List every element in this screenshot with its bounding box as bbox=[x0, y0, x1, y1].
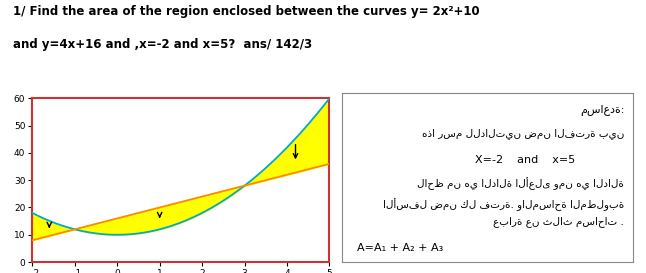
Text: and y=4x+16 and ,x=-2 and x=5?  ans/ 142/3: and y=4x+16 and ,x=-2 and x=5? ans/ 142/… bbox=[13, 38, 312, 51]
Text: A=A₁ + A₂ + A₃: A=A₁ + A₂ + A₃ bbox=[357, 244, 443, 253]
Text: X=-2    and    x=5: X=-2 and x=5 bbox=[475, 155, 575, 165]
Text: 1/ Find the area of the region enclosed between the curves y= 2x²+10: 1/ Find the area of the region enclosed … bbox=[13, 5, 479, 19]
Text: هذا رسم للدالتين ضمن الفترة بين: هذا رسم للدالتين ضمن الفترة بين bbox=[422, 128, 625, 139]
Text: لاحظ من هي الدالة الأعلى ومن هي الدالة: لاحظ من هي الدالة الأعلى ومن هي الدالة bbox=[417, 177, 625, 190]
Text: عبارة عن ثلاث مساحات .: عبارة عن ثلاث مساحات . bbox=[494, 216, 625, 227]
Text: الأسفل ضمن كل فترة. والمساحة المطلوبة: الأسفل ضمن كل فترة. والمساحة المطلوبة bbox=[383, 198, 625, 211]
Text: مساعدة:: مساعدة: bbox=[580, 105, 625, 116]
